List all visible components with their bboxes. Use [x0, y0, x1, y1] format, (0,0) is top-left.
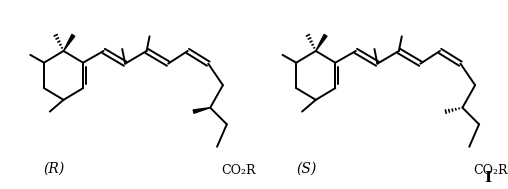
Text: CO₂R: CO₂R — [221, 164, 256, 177]
Polygon shape — [316, 34, 327, 51]
Polygon shape — [193, 108, 210, 113]
Text: I: I — [485, 171, 492, 185]
Polygon shape — [64, 34, 75, 51]
Text: (R): (R) — [43, 161, 65, 175]
Text: CO₂R: CO₂R — [473, 164, 508, 177]
Text: (S): (S) — [296, 161, 316, 175]
